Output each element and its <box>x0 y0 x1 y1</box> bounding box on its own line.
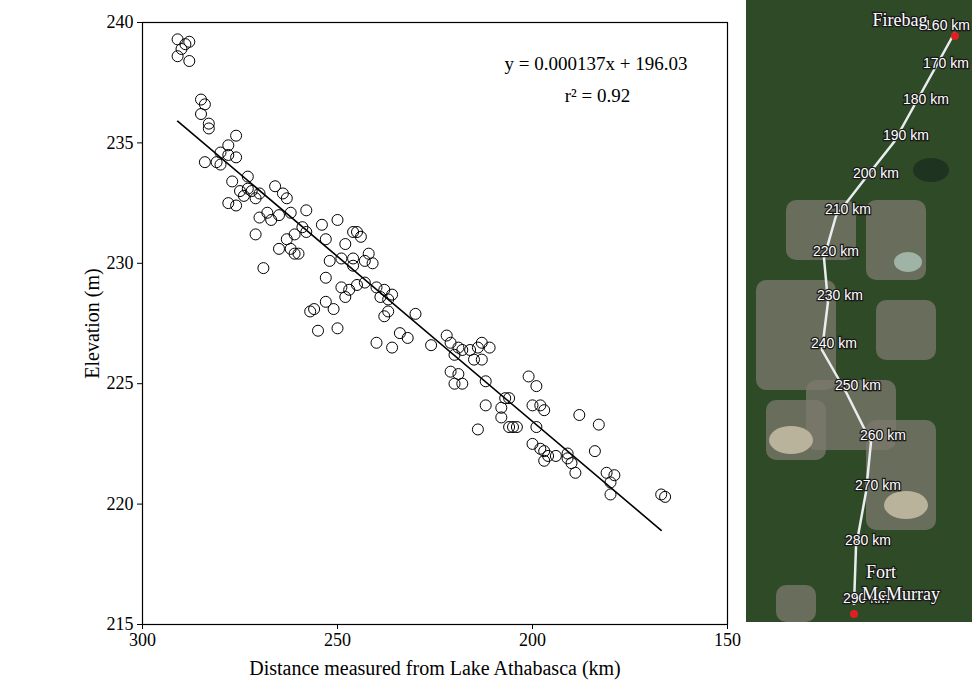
svg-text:280 km: 280 km <box>845 532 891 548</box>
svg-text:230 km: 230 km <box>817 287 863 303</box>
svg-text:y = 0.000137x + 196.03: y = 0.000137x + 196.03 <box>505 53 688 74</box>
svg-text:260 km: 260 km <box>860 427 906 443</box>
svg-text:200: 200 <box>519 630 546 650</box>
svg-text:225: 225 <box>107 373 134 393</box>
svg-text:FortMcMurray: FortMcMurray <box>862 562 940 604</box>
svg-text:200 km: 200 km <box>853 165 899 181</box>
svg-text:300: 300 <box>129 630 156 651</box>
svg-text:240 km: 240 km <box>811 335 857 351</box>
svg-text:210 km: 210 km <box>825 201 871 217</box>
svg-text:190 km: 190 km <box>883 127 929 143</box>
svg-text:235: 235 <box>107 133 134 153</box>
svg-text:180 km: 180 km <box>903 91 949 107</box>
svg-text:Elevation (m): Elevation (m) <box>81 268 104 379</box>
svg-text:Firebag: Firebag <box>873 10 928 30</box>
svg-text:240: 240 <box>107 12 134 32</box>
svg-text:215: 215 <box>107 614 134 634</box>
svg-text:250 km: 250 km <box>835 377 881 393</box>
svg-text:Distance measured from Lake At: Distance measured from Lake Athabasca (k… <box>249 657 621 680</box>
svg-text:270 km: 270 km <box>855 477 901 493</box>
svg-text:220 km: 220 km <box>813 243 859 259</box>
svg-text:150: 150 <box>714 630 741 650</box>
svg-text:250: 250 <box>324 630 351 650</box>
svg-text:220: 220 <box>107 494 134 514</box>
svg-text:160 km: 160 km <box>924 17 970 33</box>
svg-text:230: 230 <box>107 253 134 273</box>
svg-text:170 km: 170 km <box>923 55 969 71</box>
svg-text:r² = 0.92: r² = 0.92 <box>565 85 631 106</box>
